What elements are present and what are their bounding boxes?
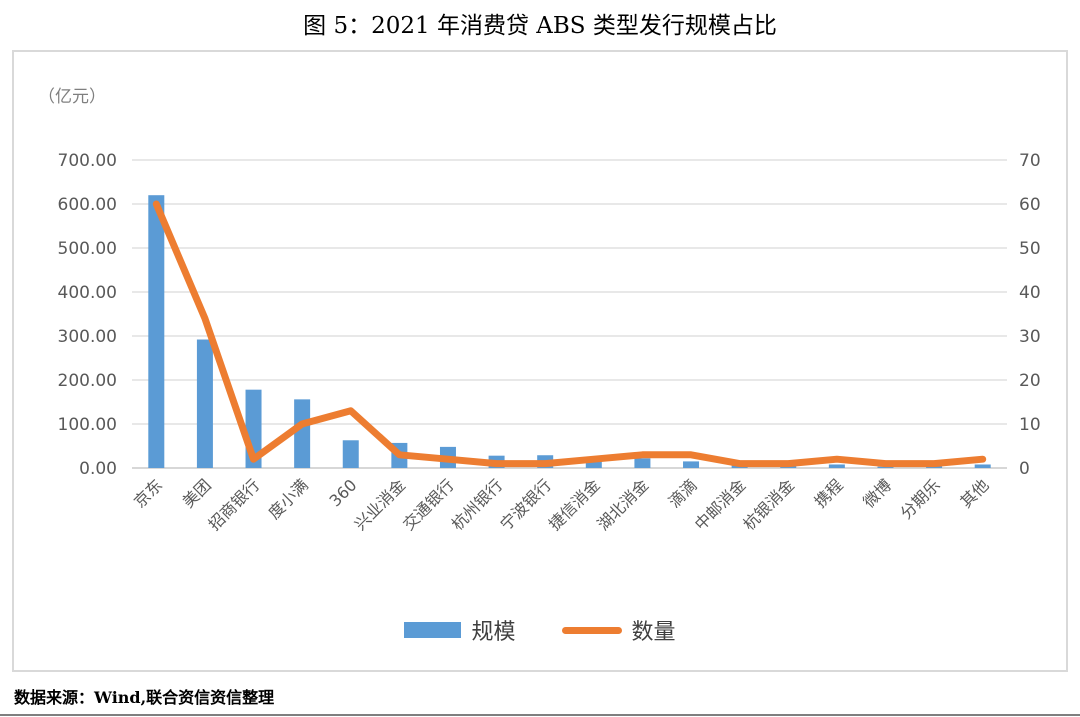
svg-text:100.00: 100.00 [58,415,117,435]
svg-text:50: 50 [1019,239,1041,259]
left-axis-tick-labels: 700.00 600.00 500.00 400.00 300.00 200.00 100.… [58,151,117,479]
svg-text:600.00: 600.00 [58,195,117,215]
bar-滴滴 [683,461,700,468]
svg-text:70: 70 [1019,151,1041,171]
line-series-swatch-icon [561,626,622,634]
svg-text:200.00: 200.00 [58,371,117,391]
bar-其他 [974,464,991,468]
bar-series-swatch-icon [404,622,462,638]
category-label-交通银行: 交通银行 [399,475,458,534]
bar-京东 [148,195,165,468]
category-label-捷信消金: 捷信消金 [545,475,604,534]
svg-text:0.00: 0.00 [79,459,117,479]
gridlines [132,159,1007,469]
svg-text:0: 0 [1019,459,1030,479]
category-label-兴业消金: 兴业消金 [350,475,409,534]
category-label-携程: 携程 [811,475,847,511]
chart-frame: （亿元） 700.00 600.00 500.00 400.00 300.00 200.0… [12,50,1068,672]
legend-item-scale: 规模 [404,614,516,646]
bar-微博 [877,466,894,468]
category-label-杭州银行: 杭州银行 [448,475,507,534]
svg-text:400.00: 400.00 [58,283,117,303]
svg-text:300.00: 300.00 [58,327,117,347]
category-label-其他: 其他 [956,475,992,511]
bar-360 [342,440,359,468]
svg-text:30: 30 [1019,327,1041,347]
bar-携程 [828,464,845,468]
svg-text:500.00: 500.00 [58,239,117,259]
category-label-滴滴: 滴滴 [665,475,701,511]
right-axis-tick-labels: 70 60 50 40 30 20 10 0 [1019,151,1041,479]
legend-label-scale: 规模 [471,620,516,645]
y-axis-unit-label: （亿元） [38,87,106,107]
category-label-湖北消金: 湖北消金 [594,475,653,534]
bar-series [148,195,991,468]
svg-text:700.00: 700.00 [58,151,117,171]
bar-美团 [196,339,213,468]
legend-label-count: 数量 [631,620,676,645]
data-source-note: 数据来源：Wind,联合资信资信整理 [14,688,275,707]
bar-湖北消金 [634,458,651,468]
category-label-微博: 微博 [859,475,895,511]
legend-item-count: 数量 [561,614,676,646]
category-label-度小满: 度小满 [265,475,312,522]
category-label-分期乐: 分期乐 [897,475,944,522]
bar-分期乐 [926,466,943,468]
line-series [152,200,987,468]
category-label-360: 360 [326,475,361,510]
legend: 规模 数量 [14,614,1066,646]
svg-text:10: 10 [1019,415,1041,435]
svg-text:20: 20 [1019,371,1041,391]
svg-text:40: 40 [1019,283,1041,303]
category-label-招商银行: 招商银行 [205,475,264,534]
category-label-美团: 美团 [179,475,215,511]
svg-text:60: 60 [1019,195,1041,215]
category-label-宁波银行: 宁波银行 [496,475,555,534]
bottom-divider [0,714,1080,716]
chart-canvas: 700.00600.00500.00400.00300.00200.00100.… [58,151,1041,534]
category-label-杭银消金: 杭银消金 [739,475,798,534]
category-label-中邮消金: 中邮消金 [691,475,750,534]
chart-title: 图 5：2021 年消费贷 ABS 类型发行规模占比 [303,13,777,39]
category-label-京东: 京东 [130,475,166,511]
bar-度小满 [294,399,311,468]
